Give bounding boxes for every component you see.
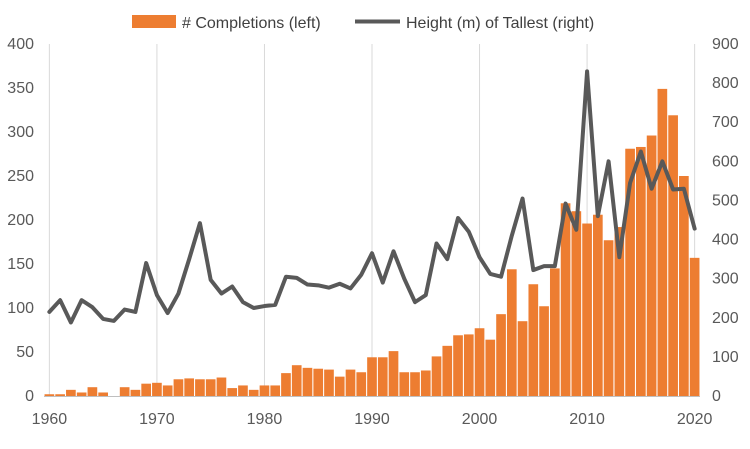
left-axis-ticks: 0 50 100 150 200 250 300 350 400 [7, 36, 34, 405]
bar-1993 [399, 372, 410, 396]
x-tick-2020: 2020 [677, 411, 713, 428]
bar-1998 [453, 335, 463, 396]
bar-2010 [582, 223, 592, 396]
bar-2005 [528, 284, 539, 396]
bar-2006 [539, 306, 549, 396]
bar-1999 [463, 334, 474, 396]
bar-2000 [474, 328, 485, 396]
bar-1982 [281, 373, 291, 396]
legend: # Completions (left) Height (m) of Talle… [132, 15, 594, 32]
bar-1981 [270, 385, 281, 396]
right-axis-ticks: 0 100 200 300 400 500 600 700 800 900 [712, 36, 739, 405]
right-tick-300: 300 [712, 271, 739, 288]
bar-1994 [410, 372, 420, 396]
bar-2015 [636, 146, 646, 396]
bar-1996 [431, 356, 442, 396]
x-tick-1960: 1960 [32, 411, 68, 428]
right-tick-500: 500 [712, 192, 739, 209]
bar-2016 [646, 135, 657, 396]
bar-2019 [679, 176, 689, 396]
left-tick-400: 400 [7, 36, 34, 53]
bar-1964 [87, 387, 98, 396]
bar-1976 [216, 377, 227, 396]
bar-2007 [549, 268, 560, 396]
left-tick-150: 150 [7, 256, 34, 273]
left-tick-100: 100 [7, 300, 34, 317]
bar-2014 [625, 148, 635, 396]
x-tick-2000: 2000 [462, 411, 498, 428]
bar-2018 [668, 115, 678, 396]
bar-1974 [195, 379, 205, 396]
bar-2013 [614, 227, 625, 396]
bar-1975 [205, 379, 216, 396]
gridlines [48, 44, 696, 396]
bar-2017 [657, 88, 668, 396]
bar-1988 [345, 369, 356, 396]
x-tick-1990: 1990 [354, 411, 390, 428]
bar-1960 [44, 394, 55, 396]
bar-1969 [141, 383, 152, 396]
bar-1989 [356, 372, 367, 396]
bar-1968 [130, 389, 141, 396]
bar-2020 [689, 257, 700, 396]
line-tallest [47, 69, 697, 325]
bar-1984 [302, 367, 313, 396]
left-tick-0: 0 [25, 388, 34, 405]
right-tick-0: 0 [712, 388, 721, 405]
bars-series-completions [44, 88, 700, 396]
bar-2012 [603, 240, 614, 396]
bar-1962 [66, 389, 76, 396]
left-tick-300: 300 [7, 124, 34, 141]
bar-2009 [571, 211, 582, 396]
bar-1961 [55, 394, 65, 396]
bar-1992 [388, 351, 399, 396]
bar-1963 [76, 392, 87, 396]
bar-1970 [152, 382, 162, 396]
right-tick-600: 600 [712, 153, 739, 170]
bar-2001 [485, 339, 496, 396]
right-tick-100: 100 [712, 349, 739, 366]
bar-1995 [420, 370, 431, 396]
right-tick-800: 800 [712, 75, 739, 92]
legend-label-tallest: Height (m) of Tallest (right) [406, 15, 594, 32]
bar-2008 [560, 203, 571, 396]
bar-1971 [162, 385, 173, 396]
bar-1977 [227, 388, 238, 396]
left-tick-250: 250 [7, 168, 34, 185]
left-tick-50: 50 [16, 344, 34, 361]
right-tick-900: 900 [712, 36, 739, 53]
bar-1979 [248, 389, 259, 396]
left-tick-200: 200 [7, 212, 34, 229]
bar-1983 [291, 365, 302, 396]
legend-label-completions: # Completions (left) [182, 15, 321, 32]
x-tick-1980: 1980 [247, 411, 283, 428]
bar-2002 [496, 314, 506, 396]
bar-1997 [442, 345, 453, 396]
right-tick-700: 700 [712, 114, 739, 131]
line-series-tallest [47, 69, 697, 325]
bar-1990 [367, 357, 377, 396]
bar-1965 [98, 392, 108, 396]
right-tick-400: 400 [712, 232, 739, 249]
bar-1991 [377, 357, 388, 396]
legend-swatch-completions [132, 15, 176, 28]
bar-1980 [259, 385, 270, 396]
bar-1967 [119, 387, 130, 396]
bar-1985 [313, 368, 324, 396]
bar-1973 [184, 378, 195, 396]
bar-1987 [334, 376, 345, 396]
bar-1978 [238, 385, 248, 396]
left-tick-350: 350 [7, 80, 34, 97]
x-axis-ticks: 1960 1970 1980 1990 2000 2010 2020 [32, 411, 713, 428]
x-tick-1970: 1970 [139, 411, 175, 428]
bar-2004 [517, 321, 528, 396]
bar-2003 [506, 269, 517, 396]
x-tick-2010: 2010 [569, 411, 605, 428]
right-tick-200: 200 [712, 310, 739, 327]
bar-1972 [173, 379, 184, 396]
bar-1986 [324, 369, 334, 396]
bar-2011 [592, 214, 603, 396]
